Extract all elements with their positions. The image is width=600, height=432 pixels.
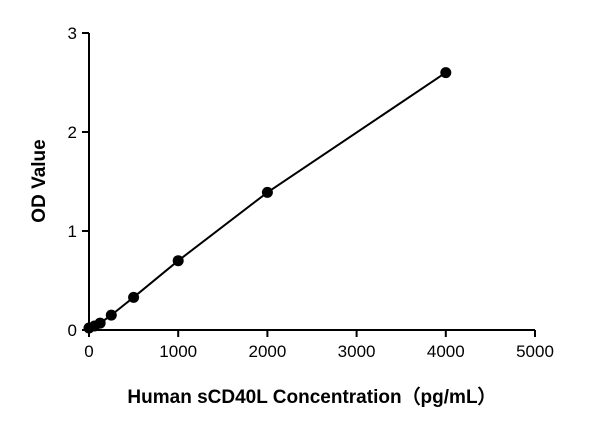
y-tick-label: 2	[68, 123, 77, 142]
data-point	[172, 255, 184, 267]
data-point	[440, 67, 452, 79]
y-axis-title: OD Value	[29, 139, 50, 222]
x-axis-ticks: 0 1000 2000 3000 4000 5000	[84, 330, 554, 361]
x-tick-label: 1000	[159, 342, 197, 361]
fit-curve	[88, 71, 447, 329]
x-tick-label: 0	[84, 342, 93, 361]
data-point	[94, 317, 106, 329]
y-tick-label: 3	[68, 24, 77, 43]
data-point	[261, 186, 273, 198]
x-tick-label: 5000	[516, 342, 554, 361]
x-tick-label: 4000	[427, 342, 465, 361]
x-tick-label: 3000	[338, 342, 376, 361]
y-tick-label: 1	[68, 222, 77, 241]
data-points	[83, 67, 452, 334]
data-point	[128, 291, 140, 303]
data-point	[105, 309, 117, 321]
x-tick-label: 2000	[248, 342, 286, 361]
y-axis-ticks: 0 1 2 3	[68, 24, 89, 340]
axes	[88, 33, 535, 331]
fit-curve-group	[88, 71, 447, 329]
x-axis-title: Human sCD40L Concentration（pg/mL）	[127, 385, 496, 408]
y-tick-label: 0	[68, 321, 77, 340]
